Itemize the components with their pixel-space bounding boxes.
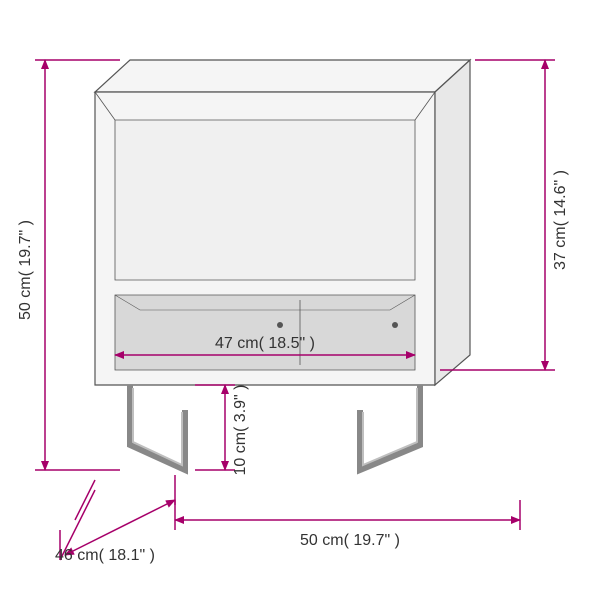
label-depth: 46 cm( 18.1" )	[55, 547, 155, 564]
label-height-total: 50 cm( 19.7" )	[17, 220, 34, 320]
label-height-upper: 37 cm( 14.6" )	[552, 170, 569, 270]
label-leg-height: 10 cm( 3.9" )	[232, 384, 249, 475]
label-shelf-width: 47 cm( 18.5" )	[215, 335, 315, 352]
dimension-diagram: 50 cm( 19.7" ) 37 cm( 14.6" ) 47 cm( 18.…	[0, 0, 600, 600]
label-width: 50 cm( 19.7" )	[300, 532, 400, 549]
furniture	[95, 60, 470, 470]
